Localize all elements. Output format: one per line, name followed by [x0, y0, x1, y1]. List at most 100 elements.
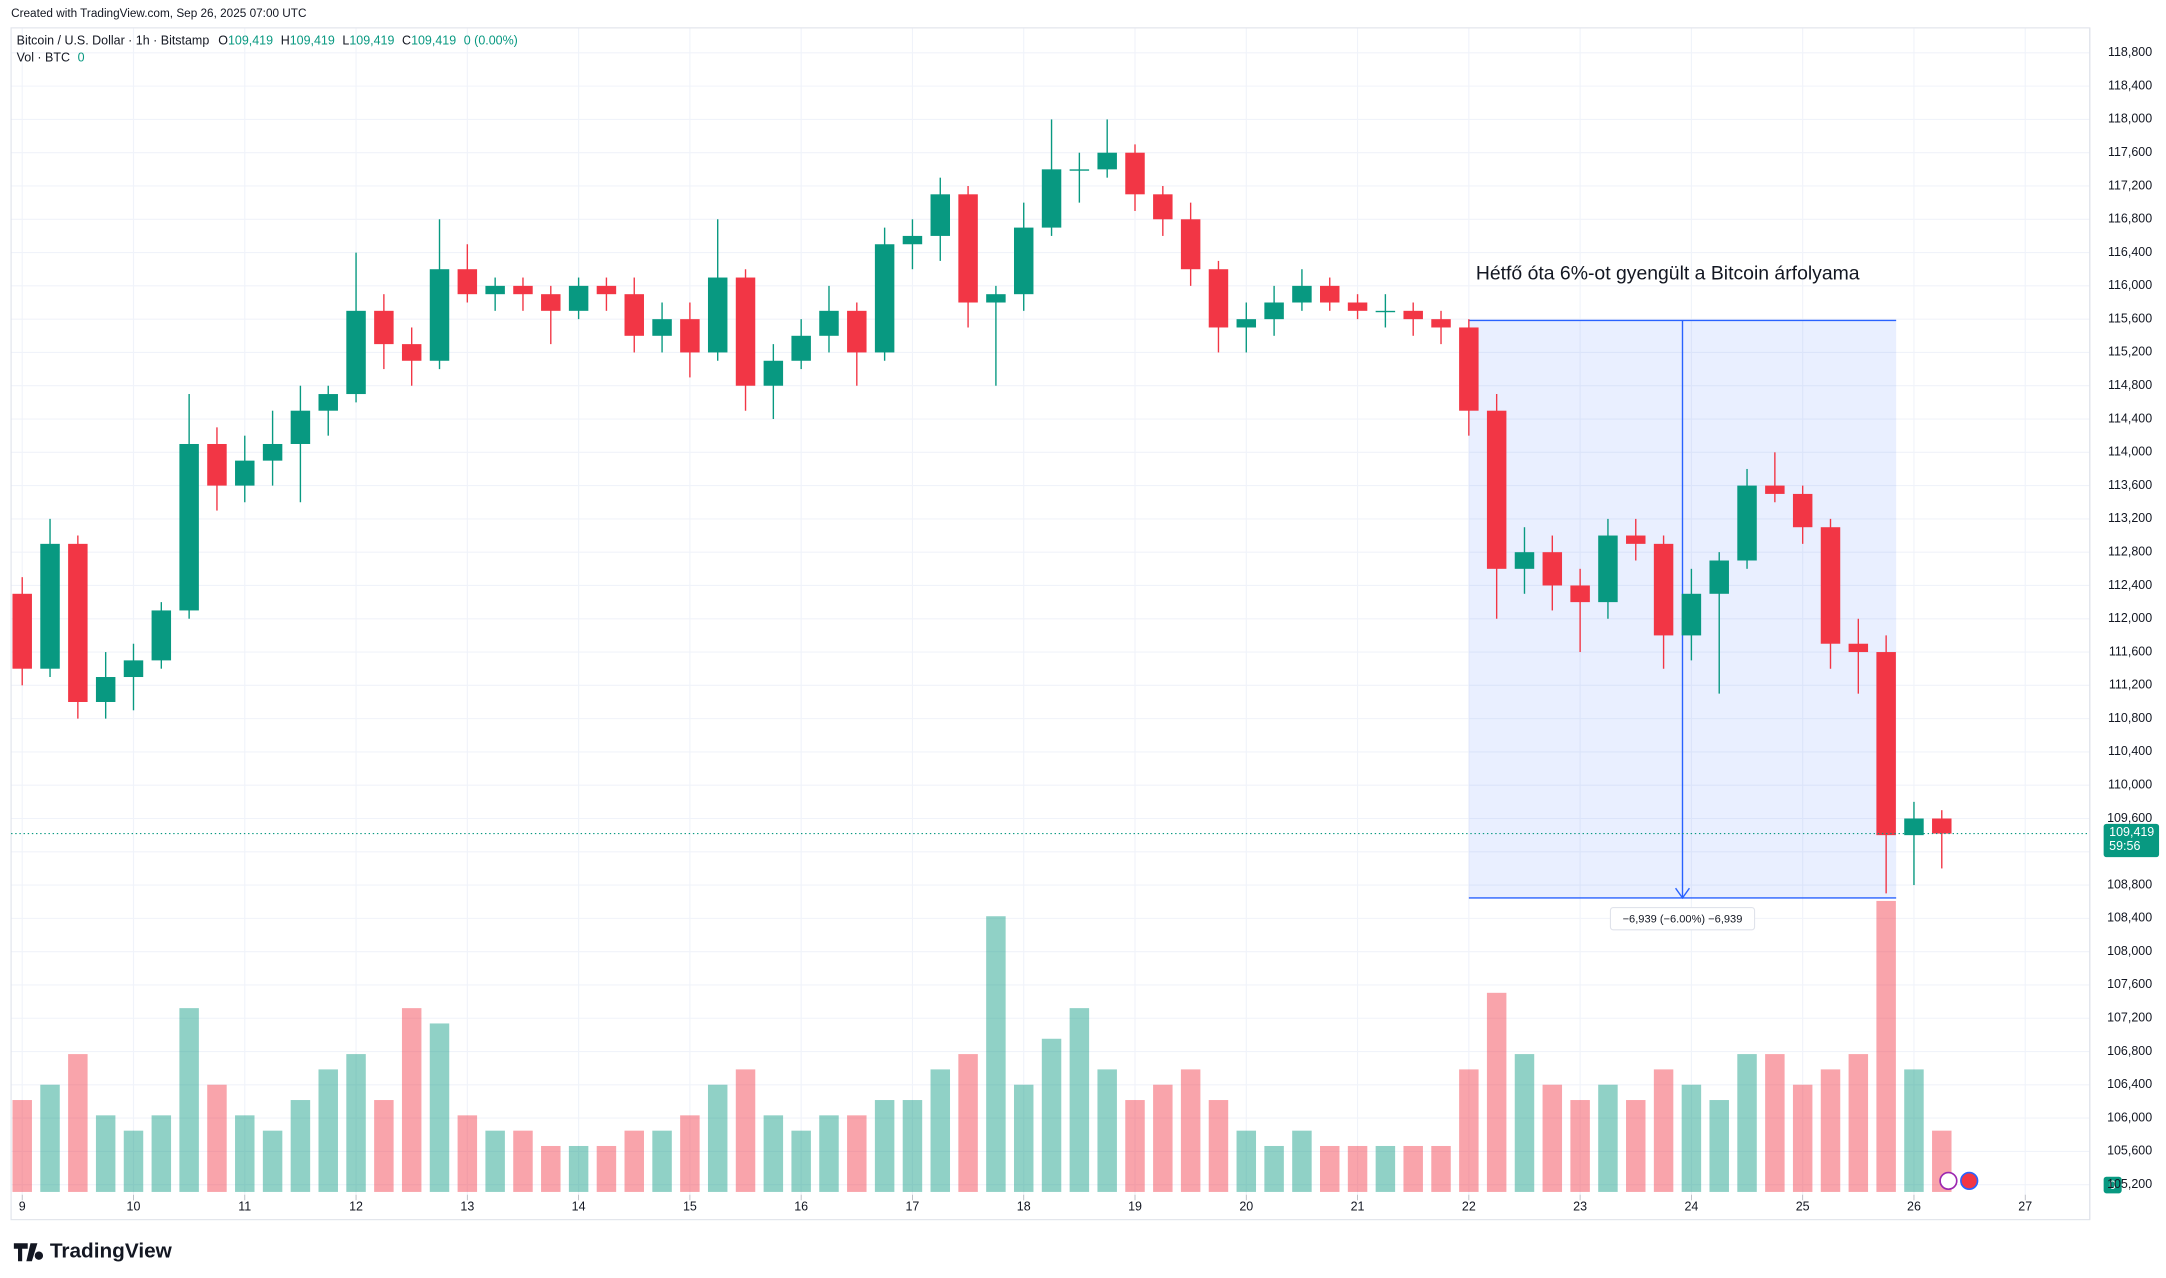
y-tick-label: 106,800 [2107, 1044, 2152, 1058]
volume-bar [1904, 1069, 1924, 1192]
volume-bar [1876, 900, 1896, 1192]
candle-body [1180, 219, 1201, 270]
candle-body [318, 394, 338, 411]
candle-body [485, 285, 505, 295]
candle-body [262, 443, 283, 461]
volume-bar [1347, 1145, 1368, 1192]
candle-body [986, 294, 1006, 303]
volume-bar [1820, 1069, 1841, 1192]
x-tick-label: 15 [683, 1199, 697, 1213]
candle-body [902, 235, 923, 245]
candle-body [151, 610, 172, 661]
candle-body [1570, 585, 1590, 603]
candle-body [791, 335, 811, 361]
y-tick-label: 118,400 [2108, 78, 2152, 92]
legend-main: Bitcoin / U.S. Dollar · 1h · Bitstamp O1… [17, 34, 518, 48]
x-tick-label: 11 [238, 1199, 251, 1213]
volume-bar [1514, 1054, 1535, 1192]
volume-bar [1653, 1069, 1674, 1192]
legend-key: H [281, 34, 290, 48]
y-tick-label: 113,200 [2108, 511, 2152, 525]
volume-bar [513, 1130, 533, 1192]
candle-body [68, 543, 88, 702]
y-tick-label: 116,000 [2108, 278, 2152, 292]
volume-bar [235, 1115, 255, 1192]
y-tick-label: 117,600 [2108, 145, 2152, 159]
y-tick-label: 112,800 [2108, 544, 2152, 558]
y-tick-label: 111,600 [2109, 644, 2152, 658]
candle-body [652, 319, 672, 336]
volume-bar [1626, 1100, 1646, 1192]
volume-bar [763, 1115, 784, 1192]
legend-volume-value: 0 [78, 51, 85, 65]
candle-body [624, 294, 644, 336]
volume-bar [958, 1054, 978, 1192]
volume-bar [1125, 1100, 1145, 1192]
candle-body [847, 310, 867, 353]
candle-body [568, 285, 589, 311]
x-tick-label: 16 [794, 1199, 808, 1213]
volume-bar [735, 1069, 756, 1192]
volume-bar [1375, 1145, 1396, 1192]
volume-bar [1709, 1100, 1729, 1192]
y-tick-label: 116,800 [2108, 212, 2152, 226]
y-tick-label: 106,400 [2107, 1077, 2152, 1091]
volume-bar [1292, 1130, 1312, 1192]
candle-body [12, 593, 32, 669]
legend-value: 109,419 [411, 34, 456, 48]
candle-body [1932, 818, 1952, 834]
candle-body [1486, 410, 1507, 569]
volume-bar [819, 1115, 839, 1192]
candle-body [1626, 535, 1646, 544]
volume-bar [1848, 1054, 1869, 1192]
volume-bar [847, 1115, 867, 1192]
last-price-label: 109,419 [2109, 825, 2154, 839]
y-tick-label: 110,400 [2108, 744, 2152, 758]
legend-value: 109,419 [228, 34, 273, 48]
y-tick-label: 110,000 [2108, 778, 2152, 792]
candle-body [874, 244, 895, 353]
candle-body [40, 543, 60, 669]
candle-body [1403, 310, 1423, 320]
volume-bar [318, 1069, 338, 1192]
volume-bar [262, 1130, 283, 1192]
candle-body [1820, 527, 1841, 644]
event-icon[interactable] [1960, 1171, 1979, 1190]
legend-symbol: Bitcoin / U.S. Dollar · 1h · Bitstamp [17, 34, 210, 48]
volume-bar [207, 1084, 227, 1192]
candle-body [735, 277, 756, 386]
volume-bar [429, 1023, 450, 1192]
y-tick-label: 108,800 [2107, 877, 2152, 891]
volume-bar [1236, 1130, 1257, 1192]
candle-body [1709, 560, 1729, 594]
volume-bar [568, 1145, 589, 1192]
legend-key: L [342, 34, 349, 48]
volume-bar [1153, 1084, 1173, 1192]
candle-body [179, 443, 199, 611]
volume-bar [1013, 1084, 1034, 1192]
volume-bar [346, 1054, 366, 1192]
volume-bar [541, 1145, 561, 1192]
y-tick-label: 115,600 [2108, 311, 2152, 325]
legend-value: 109,419 [349, 34, 394, 48]
candle-body [1681, 593, 1702, 636]
candle-body [680, 319, 700, 353]
volume-bar [12, 1100, 32, 1192]
x-tick-label: 20 [1239, 1199, 1253, 1213]
y-tick-label: 114,000 [2108, 445, 2152, 459]
volume-badge [2103, 1176, 2122, 1194]
volume-bar [596, 1145, 617, 1192]
event-icon[interactable] [1939, 1171, 1958, 1190]
volume-layer [12, 900, 1952, 1192]
x-tick-label: 25 [1796, 1199, 1810, 1213]
candle-body [1125, 152, 1145, 195]
volume-bar [179, 1008, 199, 1192]
volume-bar [1570, 1100, 1590, 1192]
volume-bar [1431, 1145, 1451, 1192]
y-tick-label: 113,600 [2108, 478, 2152, 492]
candle-body [513, 285, 533, 295]
volume-bar [457, 1115, 478, 1192]
candle-body [1904, 818, 1924, 836]
